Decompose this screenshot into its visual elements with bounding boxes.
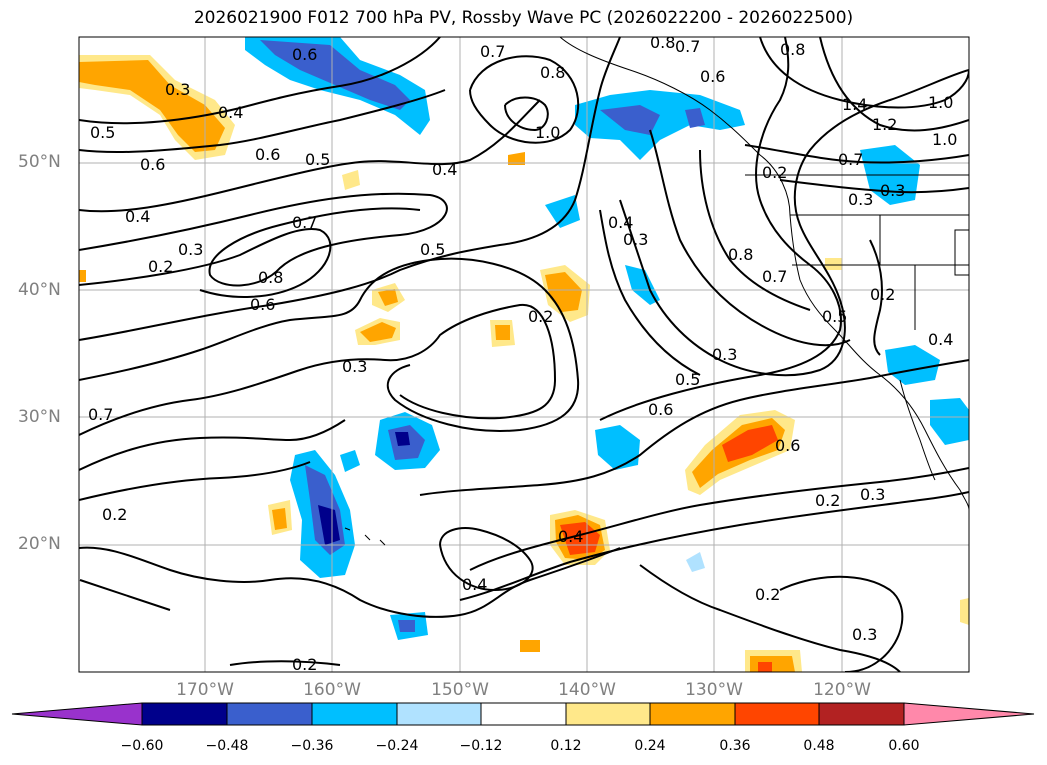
contour-label: 0.2 (528, 307, 553, 326)
contour-label: 0.4 (558, 527, 583, 546)
colorbar-tick-label: −0.12 (459, 738, 503, 754)
lat-label: 40°N (18, 280, 61, 300)
coastlines (344, 37, 969, 546)
colorbar-tick-label: −0.24 (375, 738, 419, 754)
graticule (79, 37, 969, 672)
lat-label: 50°N (18, 152, 61, 172)
contour-label: 0.3 (848, 190, 873, 209)
lat-label: 20°N (18, 534, 61, 554)
contour-label: 0.6 (775, 436, 800, 455)
lon-label: 120°W (813, 680, 871, 700)
contour-label: 1.4 (842, 95, 867, 114)
contour-label: 0.2 (755, 585, 780, 604)
contour-label: 0.5 (305, 150, 330, 169)
contour-label: 0.6 (648, 400, 673, 419)
contour-label: 0.5 (90, 123, 115, 142)
colorbar-tick-label: −0.48 (205, 738, 249, 754)
lon-label: 160°W (303, 680, 361, 700)
contour-label: 0.2 (815, 491, 840, 510)
contour-label: 1.0 (535, 123, 560, 142)
lon-label: 150°W (431, 680, 489, 700)
contour-label: 0.2 (292, 655, 317, 674)
lat-label: 30°N (18, 407, 61, 427)
colorbar-tick-label: 0.12 (550, 738, 582, 754)
negative-anomaly-shading (245, 37, 969, 640)
contour-label: 0.6 (700, 67, 725, 86)
colorbar-segment (396, 702, 482, 726)
contour-label: 0.8 (540, 63, 565, 82)
colorbar-segment (226, 702, 313, 726)
colorbar-extend-low (11, 702, 143, 726)
contour-label: 0.3 (178, 240, 203, 259)
contour-label: 0.2 (148, 257, 173, 276)
contour-label: 0.4 (432, 160, 457, 179)
contour-label: 0.7 (838, 150, 863, 169)
lon-label: 140°W (558, 680, 616, 700)
contour-label: 0.5 (675, 370, 700, 389)
contour-label: 0.8 (258, 268, 283, 287)
contour-label: 0.8 (780, 40, 805, 59)
contour-label: 0.5 (420, 240, 445, 259)
positive-anomaly-shading (79, 55, 969, 672)
contour-label: 0.8 (650, 33, 675, 52)
plot-frame (78, 36, 970, 673)
colorbar-segment (141, 702, 228, 726)
contour-label: 1.0 (928, 93, 953, 112)
contour-label: 0.5 (822, 307, 847, 326)
contour-label: 0.4 (125, 207, 150, 226)
contour-label: 0.6 (140, 155, 165, 174)
contour-label: 0.6 (255, 145, 280, 164)
contour-labels: 0.6 0.7 0.8 0.7 0.8 0.6 0.8 0.3 0.4 0.5 … (88, 33, 957, 674)
contour-label: 0.3 (165, 80, 190, 99)
contour-label: 0.6 (292, 45, 317, 64)
lon-label: 130°W (685, 680, 743, 700)
colorbar-tick-label: 0.60 (888, 738, 920, 754)
map-plot-area: 0.6 0.7 0.8 0.7 0.8 0.6 0.8 0.3 0.4 0.5 … (79, 33, 969, 674)
contour-label: 0.6 (250, 295, 275, 314)
colorbar-segment (311, 702, 398, 726)
colorbar-tick-label: −0.36 (290, 738, 334, 754)
contour-label: 0.7 (480, 42, 505, 61)
contour-label: 0.3 (852, 625, 877, 644)
contour-label: 0.3 (342, 357, 367, 376)
contour-label: 0.3 (712, 345, 737, 364)
contour-label: 0.3 (880, 181, 905, 200)
colorbar-segment (565, 702, 651, 726)
contour-label: 0.4 (218, 103, 243, 122)
contour-label: 0.4 (462, 575, 487, 594)
lon-label: 170°W (176, 680, 234, 700)
colorbar-segment (480, 702, 567, 726)
colorbar-segment (818, 702, 905, 726)
contour-label: 0.2 (870, 285, 895, 304)
colorbar-extend-high (903, 702, 1035, 726)
contour-label: 0.2 (762, 163, 787, 182)
contour-label: 0.4 (928, 330, 953, 349)
contour-label: 0.3 (860, 485, 885, 504)
contour-label: 0.7 (675, 37, 700, 56)
contour-label: 1.2 (872, 115, 897, 134)
contour-label: 0.7 (292, 213, 317, 232)
contour-label: 0.4 (608, 213, 633, 232)
contour-label: 0.2 (102, 505, 127, 524)
colorbar-segment (649, 702, 736, 726)
colorbar-segment (734, 702, 820, 726)
map-title: 2026021900 F012 700 hPa PV, Rossby Wave … (193, 8, 854, 28)
colorbar (11, 702, 1035, 726)
colorbar-tick-label: −0.60 (120, 738, 164, 754)
colorbar-tick-label: 0.24 (634, 738, 666, 754)
contour-label: 0.3 (623, 230, 648, 249)
colorbar-tick-label: 0.36 (719, 738, 751, 754)
contour-label: 0.7 (88, 405, 113, 424)
contour-label: 1.0 (932, 130, 957, 149)
contour-label: 0.8 (728, 245, 753, 264)
contour-label: 0.7 (762, 267, 787, 286)
colorbar-tick-label: 0.48 (803, 738, 835, 754)
